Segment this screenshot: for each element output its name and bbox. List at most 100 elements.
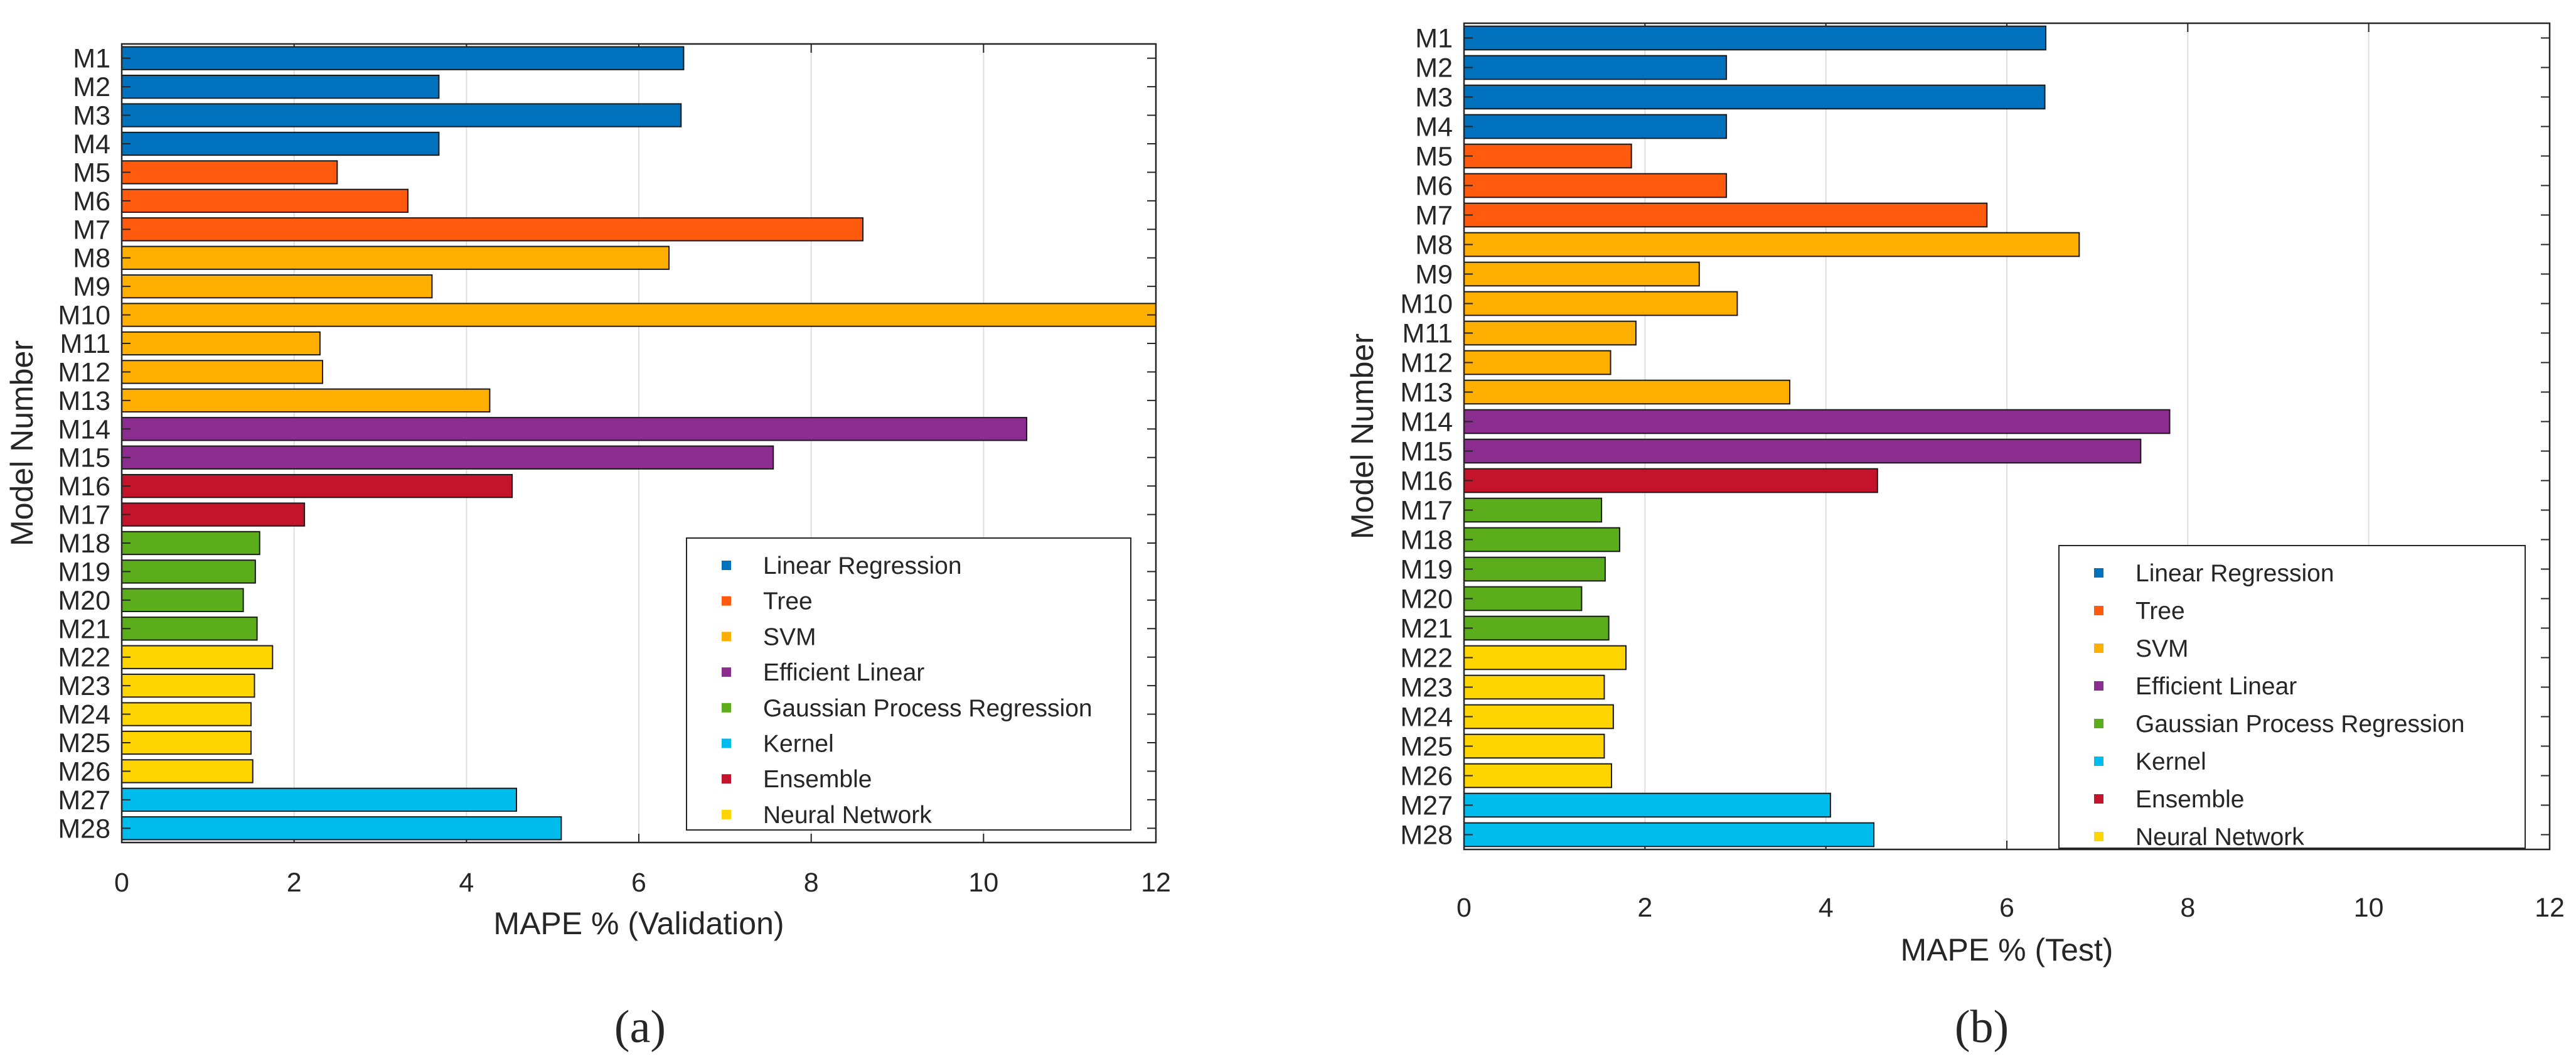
y-axis-title: Model Number [1345, 333, 1380, 539]
legend-label-5: Kernel [2135, 748, 2206, 775]
legend-label-3: Efficient Linear [763, 659, 924, 686]
y-tick-label-m7: M7 [73, 215, 110, 245]
bar-m17 [121, 502, 306, 527]
y-tick-label-m11: M11 [60, 329, 110, 359]
y-tick-label-m1: M1 [1415, 24, 1453, 54]
y-tick-label-m28: M28 [58, 814, 110, 844]
y-tick-label-m24: M24 [1400, 703, 1453, 733]
panel-a-validation-chart: 0 2 4 6 8 10 12M1M2M3M4M5M6M7M8M9M10M11M12M13M… [4, 43, 1171, 941]
bar-m15 [1463, 438, 2142, 464]
y-tick-label-m23: M23 [1400, 673, 1453, 703]
legend-swatch-2 [722, 632, 731, 642]
x-tick-label: 6 [631, 868, 646, 898]
bar-m13 [1463, 379, 1790, 405]
bar-m9 [121, 274, 433, 299]
bar-m2 [1463, 55, 1728, 80]
bar-m6 [121, 188, 409, 213]
y-tick-label-m21: M21 [58, 614, 110, 644]
bar-m4 [121, 131, 440, 156]
legend-swatch-3 [722, 667, 731, 677]
legend-swatch-5 [722, 738, 731, 748]
bar-m8 [121, 245, 670, 270]
x-tick-label: 10 [2354, 893, 2384, 923]
y-tick-label-m5: M5 [1415, 142, 1453, 172]
legend-swatch-6 [722, 774, 731, 784]
y-tick-label-m27: M27 [1400, 791, 1453, 821]
y-tick-label-m2: M2 [73, 72, 110, 102]
bar-m6 [1463, 173, 1728, 198]
y-tick-label-m10: M10 [58, 301, 110, 331]
bar-m24 [121, 702, 252, 726]
y-tick-label-m18: M18 [58, 529, 110, 559]
legend-label-6: Ensemble [2135, 786, 2244, 813]
y-tick-label-m21: M21 [1400, 614, 1453, 644]
legend-box [2058, 545, 2526, 849]
y-tick-label-m13: M13 [58, 386, 110, 416]
y-tick-label-m9: M9 [1415, 260, 1453, 290]
legend-label-1: Tree [763, 588, 813, 615]
bar-m12 [121, 360, 323, 384]
y-tick-label-m18: M18 [1400, 525, 1453, 556]
legend-label-5: Kernel [763, 731, 834, 758]
legend: Linear Regression Tree SVM Efficient Linear… [686, 537, 1131, 831]
bar-m18 [1463, 527, 1620, 552]
y-tick-label-m4: M4 [73, 129, 110, 159]
y-tick-label-m28: M28 [1400, 821, 1453, 851]
y-tick-label-m11: M11 [1403, 319, 1453, 349]
legend-label-4: Gaussian Process Regression [763, 695, 1093, 722]
bar-m27 [121, 787, 517, 812]
axes-box [1463, 22, 2551, 851]
legend-swatch-5 [2094, 757, 2103, 766]
y-tick-label-m7: M7 [1415, 201, 1453, 231]
y-tick-label-m22: M22 [58, 643, 110, 673]
bar-m7 [121, 217, 864, 242]
y-tick-label-m19: M19 [1400, 555, 1453, 585]
y-tick-label-m17: M17 [58, 500, 110, 530]
bar-m10 [1463, 291, 1738, 316]
y-tick-label-m8: M8 [1415, 230, 1453, 261]
legend-swatch-0 [2094, 568, 2103, 578]
x-tick-label: 4 [459, 868, 474, 898]
panel-b-test-chart: 0 2 4 6 8 10 12M1M2M3M4M5M6M7M8M9M10M11M12M13M… [1345, 22, 2565, 967]
y-tick-label-m3: M3 [1415, 83, 1453, 113]
x-tick-label: 8 [804, 868, 819, 898]
bar-m22 [121, 645, 274, 669]
bar-m21 [121, 617, 258, 641]
y-tick-label-m4: M4 [1415, 112, 1453, 143]
bar-m17 [1463, 497, 1603, 523]
y-tick-label-m19: M19 [58, 557, 110, 587]
y-tick-label-m13: M13 [1400, 378, 1453, 408]
y-tick-label-m26: M26 [58, 757, 110, 787]
y-tick-label-m6: M6 [73, 186, 110, 217]
legend-swatch-1 [722, 596, 731, 606]
x-tick-label: 2 [287, 868, 302, 898]
bar-m7 [1463, 202, 1988, 228]
bar-m3 [1463, 84, 2046, 110]
y-tick-label-m5: M5 [73, 158, 110, 188]
x-tick-label: 12 [2535, 893, 2565, 923]
y-axis-title: Model Number [4, 340, 40, 546]
legend-swatch-6 [2094, 794, 2103, 804]
bar-m23 [121, 673, 255, 698]
legend-swatch-3 [2094, 681, 2103, 691]
bar-m23 [1463, 674, 1605, 700]
y-tick-label-m12: M12 [1400, 348, 1453, 379]
legend-swatch-0 [722, 561, 731, 570]
bar-m5 [1463, 143, 1632, 169]
bar-m19 [121, 559, 256, 584]
legend-label-3: Efficient Linear [2135, 673, 2297, 700]
y-tick-label-m3: M3 [73, 101, 110, 131]
legend-box [686, 537, 1131, 831]
y-tick-label-m14: M14 [1400, 407, 1453, 438]
bar-m14 [1463, 409, 2171, 434]
bar-m11 [121, 331, 321, 356]
legend-swatch-2 [2094, 644, 2103, 653]
legend-swatch-4 [722, 703, 731, 713]
bar-m25 [1463, 733, 1605, 759]
x-tick-label: 8 [2180, 893, 2195, 923]
y-tick-label-m20: M20 [1400, 584, 1453, 615]
bar-m20 [1463, 586, 1583, 611]
bar-m22 [1463, 645, 1627, 671]
y-tick-label-m24: M24 [58, 700, 110, 730]
